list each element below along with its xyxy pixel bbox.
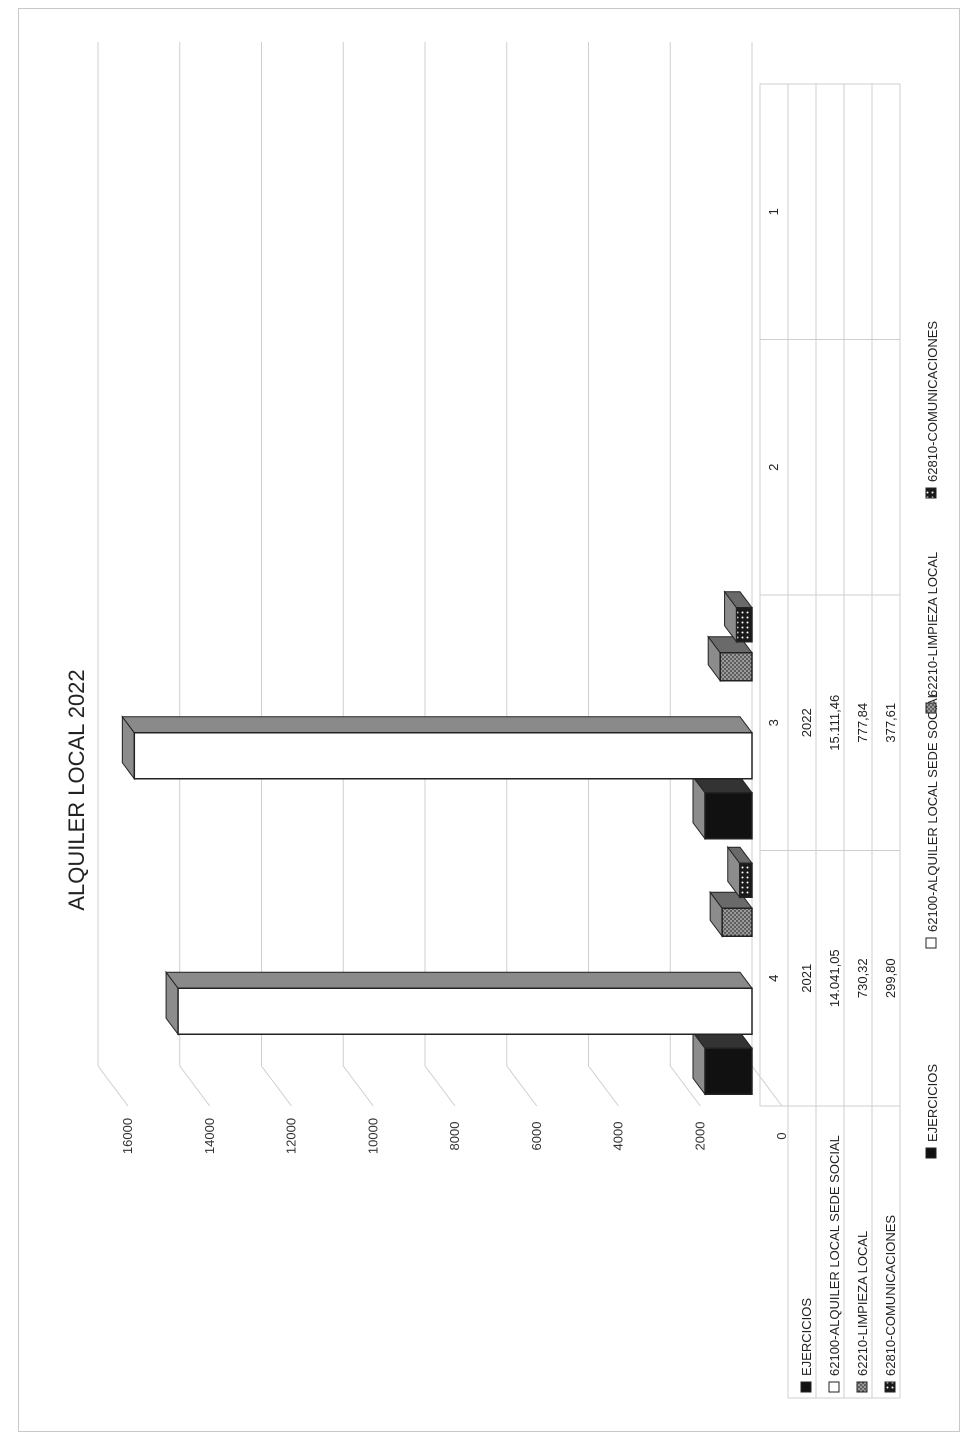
bar-ejercicios [691, 775, 753, 841]
y-tick-label: 4000 [611, 1122, 626, 1151]
bars-layer [121, 590, 753, 1096]
title-group: ALQUILER LOCAL 2022 [64, 669, 89, 910]
y-tick-label: 12000 [284, 1118, 299, 1154]
legend-swatch [925, 1147, 937, 1159]
legend-swatch [925, 937, 937, 949]
legend-swatch [800, 1381, 812, 1393]
bar-62100-alquiler-local-sede-social [165, 970, 753, 1036]
bar-62810-comunicaciones [726, 845, 753, 899]
x-tick-label: 2 [766, 464, 781, 471]
table-cell: 15.111,46 [827, 695, 842, 751]
table-row-header: 62210-LIMPIEZA LOCAL [855, 1231, 870, 1376]
legend-swatch [828, 1381, 840, 1393]
bar-front-face [704, 792, 753, 840]
x-tick-label: 3 [766, 719, 781, 726]
gridline-floor [506, 1065, 538, 1107]
y-tick-label: 0 [774, 1132, 789, 1139]
legend-swatch [884, 1381, 896, 1393]
bar-top-face [165, 971, 753, 989]
gridline-floor [751, 1065, 783, 1107]
table-row-header: EJERCICIOS [799, 1298, 814, 1376]
chart-title: ALQUILER LOCAL 2022 [64, 669, 89, 910]
legend-label: 62100-ALQUILER LOCAL SEDE SOCIAL [925, 691, 940, 932]
bar-front-face [704, 1047, 753, 1095]
gridline-floor [424, 1065, 456, 1107]
bar-top-face [121, 716, 753, 734]
gridline-floor [588, 1065, 619, 1107]
table-cell: 14.041,05 [827, 949, 842, 1007]
legend-swatch [925, 702, 937, 714]
bar-62100-alquiler-local-sede-social [121, 715, 753, 781]
y-tick-label: 8000 [447, 1122, 462, 1151]
table-row-header: 62100-ALQUILER LOCAL SEDE SOCIAL [827, 1135, 842, 1376]
legend-label: EJERCICIOS [925, 1064, 940, 1142]
gridline-floor [261, 1065, 292, 1107]
x-tick-label: 1 [766, 208, 781, 215]
y-tick-label: 14000 [202, 1118, 217, 1154]
table-cell: 299,80 [883, 958, 898, 998]
y-tick-label: 10000 [365, 1118, 380, 1154]
legend: EJERCICIOS 62100-ALQUILER LOCAL SEDE SOCI… [925, 321, 940, 1159]
table-row-header: 62810-COMUNICACIONES [883, 1215, 898, 1376]
gridline-floor [342, 1065, 374, 1107]
table-cell: 377,61 [883, 703, 898, 743]
y-tick-label: 16000 [120, 1118, 135, 1154]
bar-front-face [177, 987, 753, 1035]
x-tick-label: 4 [766, 975, 781, 982]
grid-layer: 0 2000 4000 6000 8000 10000 12000 14000 16000 [97, 42, 789, 1154]
gridline-floor [669, 1065, 701, 1107]
gridline-floor [179, 1065, 211, 1107]
legend-swatch [856, 1381, 868, 1393]
table-cell: 2022 [799, 708, 814, 737]
y-tick-label: 2000 [692, 1122, 707, 1151]
gridline-floor [97, 1065, 129, 1107]
bar-front-face [735, 607, 753, 643]
table-cell: 730,32 [855, 958, 870, 998]
chart-frame [18, 8, 960, 1432]
data-table: 1 2 3 4 EJERCICIOS 2022 2021 62100-ALQUILER LOC… [759, 83, 901, 1399]
bar-62210-limpieza-local [707, 635, 753, 683]
bar-ejercicios [691, 1030, 753, 1096]
bar-front-face [721, 907, 753, 937]
bar-62210-limpieza-local [709, 890, 753, 938]
legend-label: 62210-LIMPIEZA LOCAL [925, 552, 940, 697]
y-tick-label: 6000 [529, 1122, 544, 1151]
bar-front-face [719, 652, 753, 682]
bar-62810-comunicaciones [723, 590, 753, 644]
table-cell: 2021 [799, 964, 814, 993]
legend-label: 62810-COMUNICACIONES [925, 321, 940, 482]
table-cell: 777,84 [855, 703, 870, 743]
bar-front-face [133, 732, 753, 780]
legend-swatch [925, 487, 937, 499]
bar-front-face [738, 862, 753, 898]
